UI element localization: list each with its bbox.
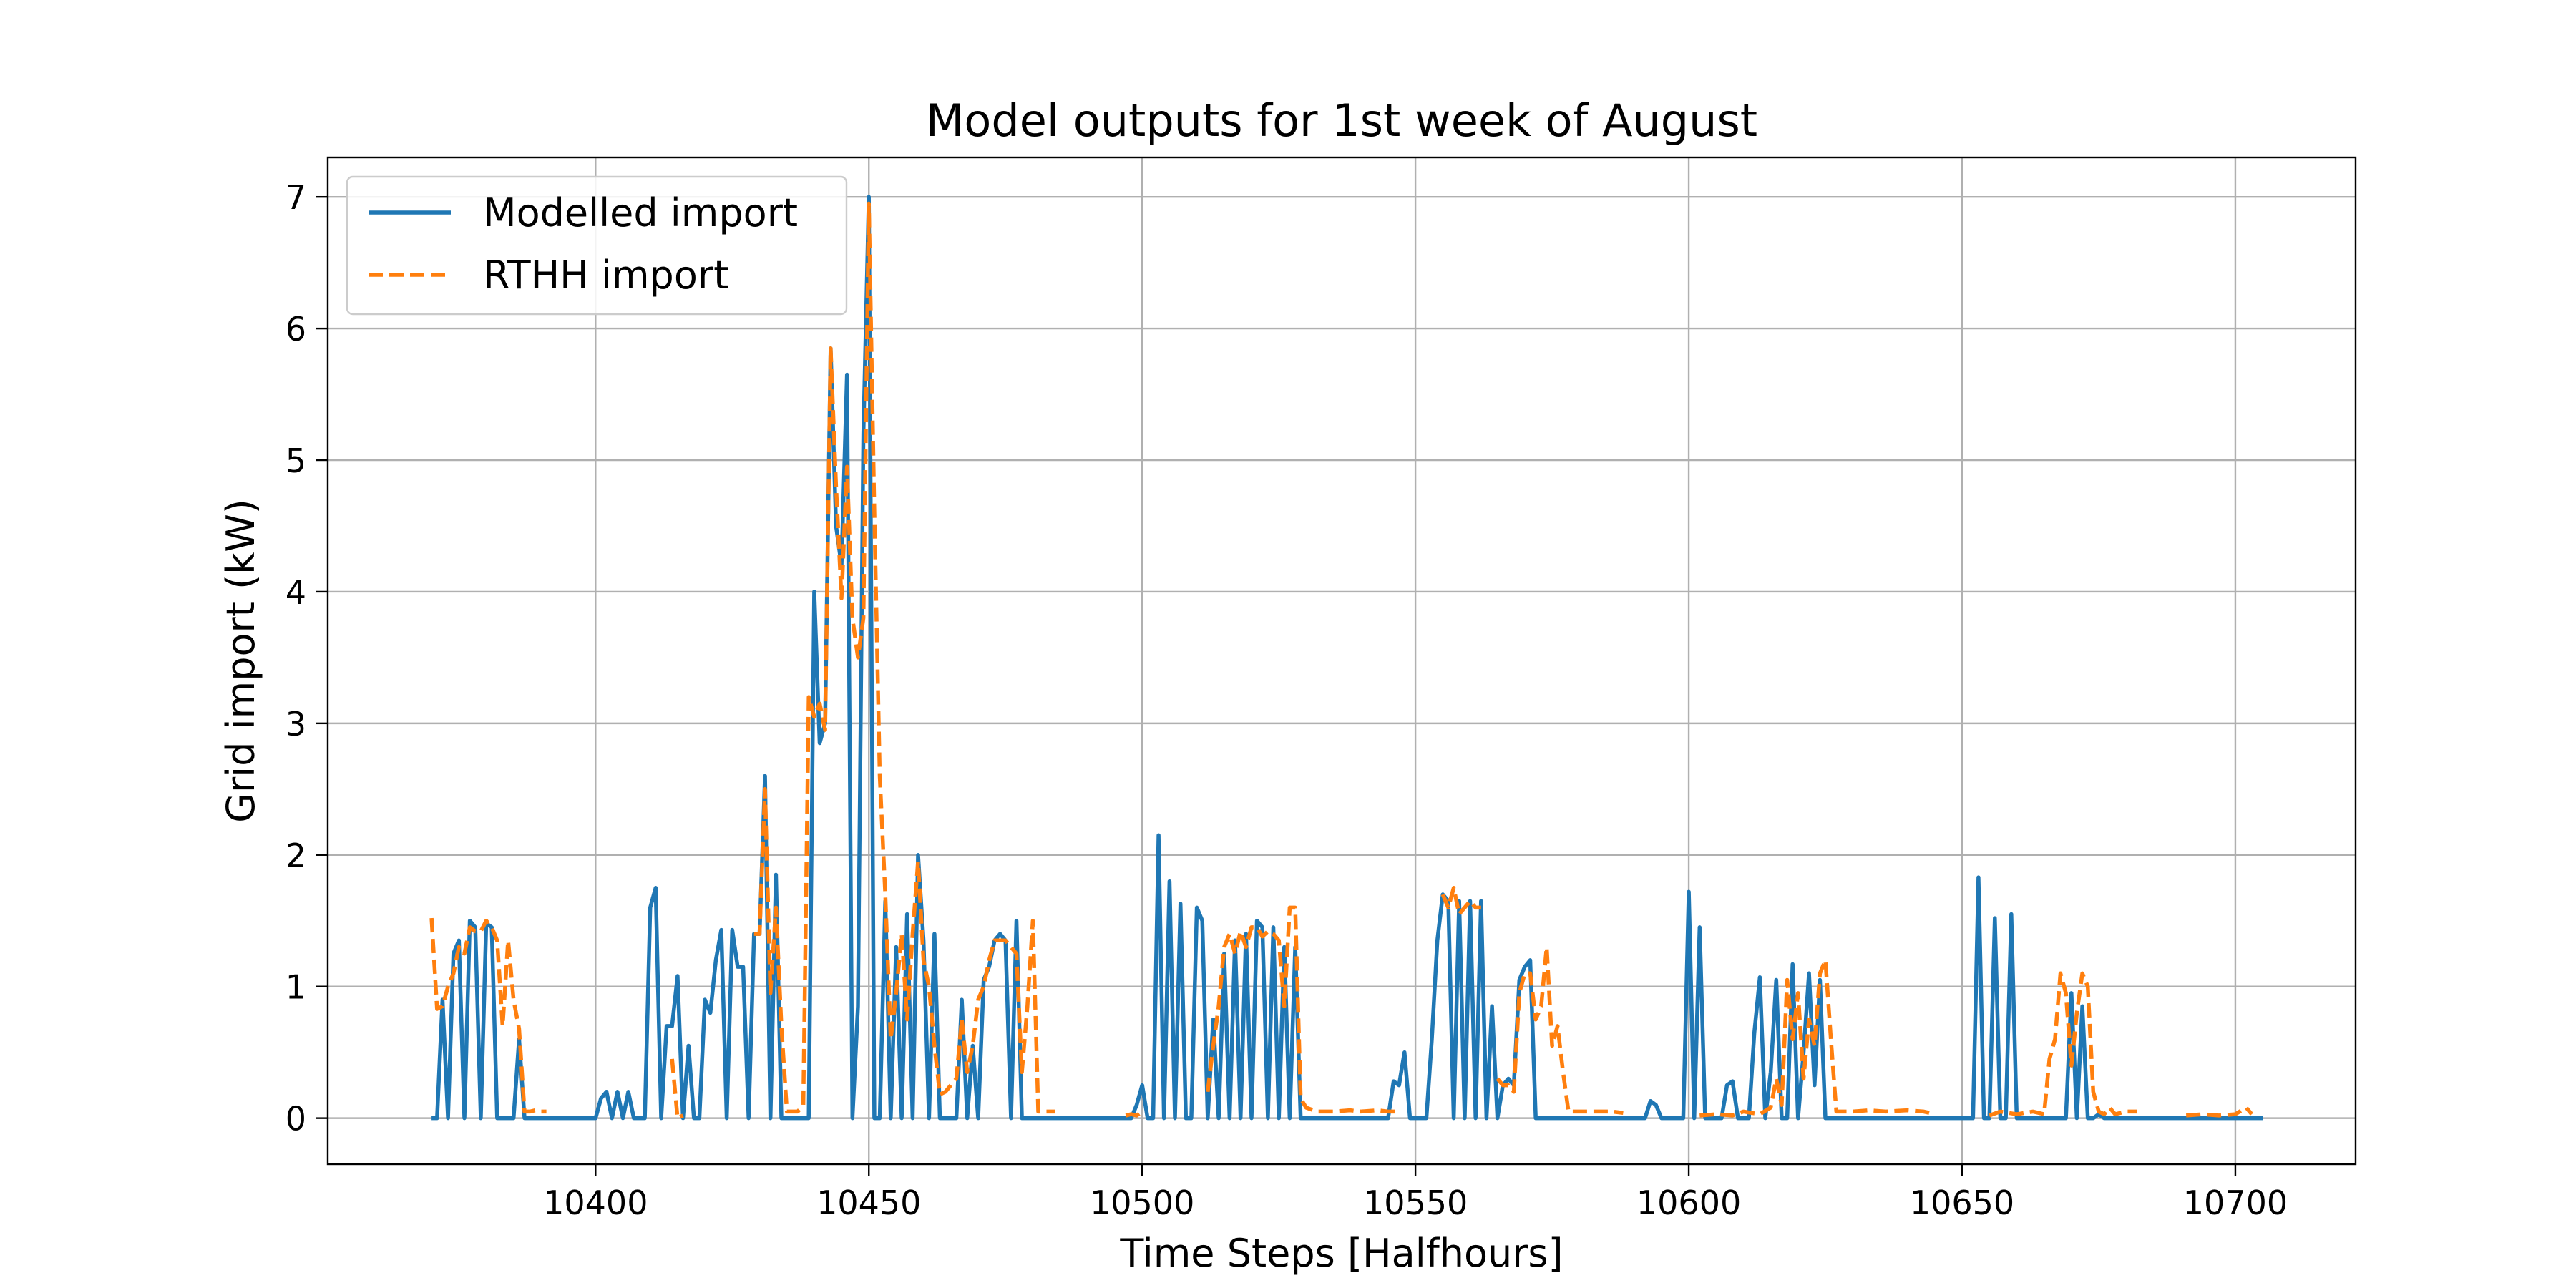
legend-label: Modelled import: [483, 190, 798, 235]
series-line: [431, 195, 2263, 1121]
series-line: [670, 1058, 684, 1121]
y-tick-label: 7: [286, 178, 306, 217]
series-line: [1440, 886, 1481, 917]
series-line: [2185, 1106, 2254, 1118]
x-tick-label: 10550: [1363, 1184, 1468, 1222]
y-tick-label: 1: [286, 968, 306, 1007]
series-line: [753, 201, 1055, 1114]
x-tick-label: 10700: [2183, 1184, 2288, 1222]
x-tick-label: 10650: [1910, 1184, 2014, 1222]
y-tick-label: 5: [286, 441, 306, 480]
y-axis-label: Grid import (kW): [218, 499, 263, 823]
chart-title: Model outputs for 1st week of August: [926, 94, 1757, 147]
y-tick-label: 6: [286, 310, 306, 348]
legend-box: [346, 175, 848, 316]
y-tick-label: 0: [286, 1100, 306, 1138]
series-group: [429, 195, 2263, 1121]
series-modelled-import: [431, 195, 2263, 1121]
x-tick-label: 10400: [543, 1184, 648, 1222]
y-tick-label: 2: [286, 836, 306, 875]
plot-frame: [326, 156, 2357, 1166]
series-rthh-import: [429, 201, 2254, 1121]
series-line: [1989, 971, 2137, 1118]
grid: [328, 157, 2356, 1164]
x-tick-label: 10500: [1090, 1184, 1194, 1222]
axes: [316, 156, 2357, 1176]
y-tick-label: 4: [286, 573, 306, 612]
x-tick-label: 10450: [816, 1184, 921, 1222]
series-line: [1125, 1110, 1143, 1118]
tick-labels: 10400 10450 10500 10550 10600 10650 10700 0 1 2 3 4…: [286, 178, 2288, 1222]
legend-label: RTHH import: [483, 253, 728, 298]
x-axis-label: Time Steps [Halfhours]: [1119, 1231, 1563, 1276]
series-line: [1496, 945, 1624, 1116]
series-line: [429, 917, 547, 1114]
legend: Modelled import RTHH import: [346, 175, 848, 316]
x-tick-label: 10600: [1636, 1184, 1741, 1222]
y-tick-label: 3: [286, 705, 306, 743]
series-line: [1206, 905, 1400, 1114]
